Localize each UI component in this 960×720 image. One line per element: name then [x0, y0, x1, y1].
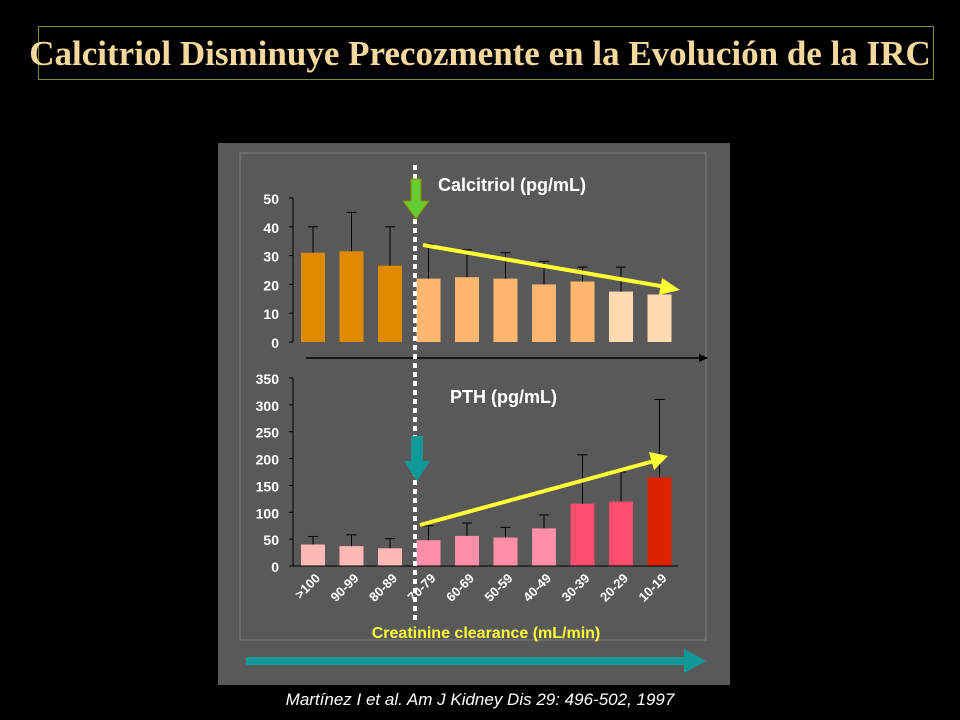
- x-tick-label: 20-29: [597, 571, 631, 605]
- slide-title: Calcitriol Disminuye Precozmente en la E…: [29, 34, 931, 73]
- x-tick-label: >100: [292, 571, 323, 602]
- pth-bar: [455, 535, 479, 566]
- calcitriol-chart-title: Calcitriol (pg/mL): [438, 175, 586, 195]
- x-tick-label: 30-39: [559, 571, 593, 605]
- title-frame: [38, 26, 934, 80]
- calcitriol-y-tick-label: 10: [263, 306, 279, 322]
- calcitriol-y-tick-label: 30: [263, 249, 279, 265]
- pth-bar: [301, 544, 325, 566]
- pth-y-tick-label: 100: [256, 505, 280, 521]
- x-tick-label: 90-99: [328, 571, 362, 605]
- chart-panel: [218, 143, 730, 685]
- pth-y-tick-label: 150: [256, 478, 280, 494]
- pth-bar: [339, 546, 364, 566]
- plot-frame: [239, 152, 707, 641]
- pth-trend-arrow: [419, 459, 655, 527]
- calcitriol-bar: [339, 251, 364, 342]
- calcitriol-bar: [301, 252, 325, 342]
- x-tick-label: 40-49: [520, 571, 554, 605]
- pth-y-tick-label: 250: [256, 425, 280, 441]
- calcitriol-bar: [647, 294, 672, 342]
- pth-bar: [416, 540, 441, 566]
- x-tick-label: 80-89: [366, 571, 400, 605]
- x-tick-label: 60-69: [443, 571, 477, 605]
- calcitriol-marker-arrow: [402, 178, 430, 220]
- calcitriol-bar: [532, 284, 556, 342]
- calcitriol-bar: [570, 281, 595, 342]
- calcitriol-bar: [493, 278, 518, 342]
- x-tick-label: 70-79: [405, 571, 439, 605]
- calcitriol-y-tick-label: 0: [271, 335, 279, 351]
- calcitriol-trend-arrow: [422, 243, 667, 289]
- pth-x-axis-label: Creatinine clearance (mL/min): [372, 625, 601, 642]
- calcitriol-bar: [378, 265, 402, 342]
- x-tick-label: 50-59: [482, 571, 516, 605]
- calcitriol-bar: [609, 291, 633, 342]
- pth-chart-title: PTH (pg/mL): [450, 387, 557, 407]
- pth-y-tick-label: 50: [263, 532, 279, 548]
- calcitriol-y-tick-label: 50: [263, 191, 279, 207]
- x-tick-label: 10-19: [636, 571, 670, 605]
- pth-bar: [493, 537, 518, 566]
- chart-figure: Calcitriol (pg/mL) 0 10 20 30 40 50 PTH (pg/mL)…: [239, 152, 708, 673]
- pth-bar: [532, 528, 556, 566]
- progression-arrowhead: [684, 649, 706, 673]
- citation: Martínez I et al. Am J Kidney Dis 29: 49…: [285, 690, 675, 709]
- calcitriol-trend-arrowhead: [659, 278, 680, 295]
- calcitriol-bar: [455, 277, 479, 342]
- x-direction-arrowhead: [699, 354, 708, 362]
- pth-y-tick-label: 350: [256, 371, 280, 387]
- pth-y-tick-label: 200: [256, 452, 280, 468]
- calcitriol-bar: [416, 278, 441, 342]
- pth-bar: [609, 501, 633, 566]
- progression-arrow-shaft: [246, 657, 686, 665]
- pth-y-tick-label: 300: [256, 398, 280, 414]
- pth-bar: [570, 503, 595, 566]
- pth-bar: [378, 548, 402, 566]
- pth-y-tick-label: 0: [271, 559, 279, 575]
- pth-trend-arrowhead: [649, 452, 668, 470]
- calcitriol-y-tick-label: 20: [263, 277, 279, 293]
- pth-marker-arrow: [404, 436, 430, 481]
- pth-bar: [647, 477, 672, 566]
- calcitriol-y-tick-label: 40: [263, 220, 279, 236]
